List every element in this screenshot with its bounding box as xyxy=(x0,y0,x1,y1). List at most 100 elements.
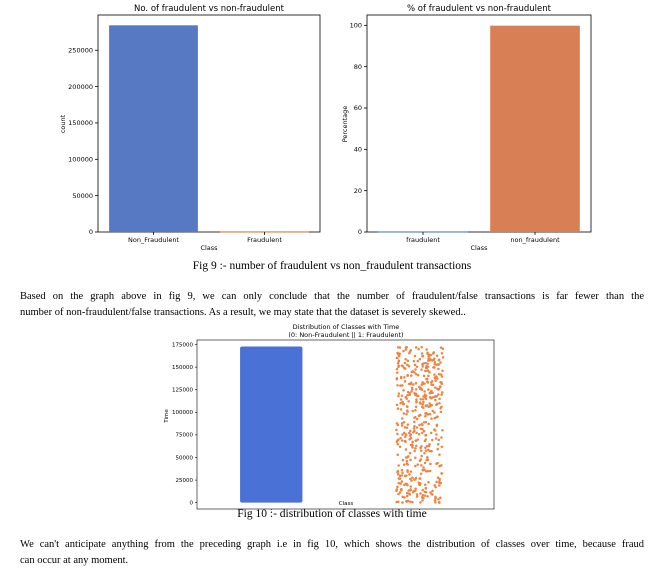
chart3-point-fraudulent xyxy=(429,431,433,435)
chart3-point-fraudulent xyxy=(409,433,413,436)
chart3-point-fraudulent xyxy=(423,468,426,472)
chart3-point-fraudulent xyxy=(404,435,407,439)
chart3-point-fraudulent xyxy=(413,354,417,358)
chart3-point-fraudulent xyxy=(422,374,426,378)
chart3-point-fraudulent xyxy=(429,391,432,395)
chart3-subtitle: (0: Non-Fraudulent || 1: Fraudulent) xyxy=(288,331,403,339)
chart3-point-fraudulent xyxy=(396,356,399,360)
chart3-point-fraudulent xyxy=(396,346,400,349)
chart3-point-fraudulent xyxy=(423,490,427,494)
chart3-point-fraudulent xyxy=(409,374,413,377)
paragraph2-line1: We can't anticipate anything from the pr… xyxy=(20,539,644,550)
chart3-point-fraudulent xyxy=(424,449,428,452)
chart3-point-fraudulent xyxy=(436,476,440,479)
chart3-point-fraudulent xyxy=(405,405,409,408)
chart3-ytick-label: 50000 xyxy=(176,455,194,461)
chart3-point-fraudulent xyxy=(426,351,429,354)
chart3-point-fraudulent xyxy=(413,449,416,453)
chart3-points xyxy=(240,345,445,504)
chart3-point-fraudulent xyxy=(407,454,410,458)
chart3-point-fraudulent xyxy=(434,398,437,402)
chart3-point-fraudulent xyxy=(437,387,441,391)
chart3-point-fraudulent xyxy=(431,383,435,387)
chart3-point-fraudulent xyxy=(399,436,402,440)
chart3-point-fraudulent xyxy=(431,409,434,413)
chart3-point-fraudulent xyxy=(418,401,422,404)
chart3-point-fraudulent xyxy=(415,495,419,498)
chart3-point-fraudulent xyxy=(396,384,399,387)
paragraph-fig10-conclusion: We can't anticipate anything from the pr… xyxy=(20,537,644,569)
chart3-point-fraudulent xyxy=(400,424,404,427)
chart3-point-fraudulent xyxy=(409,485,413,488)
chart3-point-fraudulent xyxy=(411,490,415,494)
chart3-yaxis-ticks: 0 25000 50000 75000 100000 125000 150000 175000 xyxy=(172,342,197,506)
chart3-point-fraudulent xyxy=(440,464,443,467)
chart3-point-fraudulent xyxy=(427,444,431,448)
chart3-ylabel: Time xyxy=(164,409,170,424)
chart3-point-fraudulent xyxy=(397,492,400,496)
chart3-point-fraudulent xyxy=(424,369,427,373)
chart2-ytick-label: 80 xyxy=(354,63,362,71)
chart3-point-fraudulent xyxy=(420,368,423,371)
chart3-point-fraudulent xyxy=(414,405,418,408)
chart3-ytick-label: 75000 xyxy=(176,433,194,439)
chart3-point-fraudulent xyxy=(417,414,421,418)
chart3-point-fraudulent xyxy=(435,415,438,419)
chart3-point-fraudulent xyxy=(439,346,443,349)
chart3-point-fraudulent xyxy=(412,359,416,363)
chart3-point-fraudulent xyxy=(418,459,422,463)
chart1-ytick-label: 150000 xyxy=(68,119,93,127)
chart3-point-fraudulent xyxy=(421,403,425,406)
chart3-point-fraudulent xyxy=(422,400,425,404)
chart2-ytick-label: 100 xyxy=(350,22,362,30)
chart3-point-fraudulent xyxy=(415,417,419,421)
chart3-ytick-label: 0 xyxy=(190,500,194,506)
chart3-point-fraudulent xyxy=(423,494,427,497)
chart3-point-fraudulent xyxy=(396,352,400,356)
chart-class-time-distribution: Distribution of Classes with Time (0: No… xyxy=(164,323,495,510)
chart3-point-fraudulent xyxy=(411,387,414,391)
chart3-point-fraudulent xyxy=(400,439,404,442)
chart3-point-fraudulent xyxy=(434,437,438,440)
chart3-point-fraudulent xyxy=(422,406,425,410)
chart3-point-fraudulent xyxy=(434,485,437,489)
chart3-point-fraudulent xyxy=(440,405,443,409)
chart3-point-fraudulent xyxy=(408,431,411,435)
chart3-point-fraudulent xyxy=(406,394,409,397)
chart3-point-fraudulent xyxy=(401,471,404,474)
chart2-ytick-label: 40 xyxy=(354,146,362,154)
chart3-point-fraudulent xyxy=(427,388,430,391)
chart3-point-fraudulent xyxy=(430,492,433,496)
chart3-point-fraudulent xyxy=(435,480,438,484)
chart3-point-fraudulent xyxy=(396,485,399,489)
chart3-point-fraudulent xyxy=(427,481,430,484)
chart3-point-fraudulent xyxy=(439,496,442,500)
chart3-point-fraudulent xyxy=(399,488,403,492)
chart3-point-fraudulent xyxy=(401,433,404,436)
chart3-point-fraudulent xyxy=(421,469,424,472)
chart3-point-fraudulent xyxy=(435,395,438,398)
chart3-point-fraudulent xyxy=(440,393,443,396)
chart3-point-fraudulent xyxy=(427,374,430,378)
chart3-point-fraudulent xyxy=(420,464,423,467)
chart3-point-fraudulent xyxy=(438,484,441,487)
chart3-point-fraudulent xyxy=(441,428,444,432)
chart3-point-fraudulent xyxy=(414,444,418,448)
chart3-point-fraudulent xyxy=(400,480,404,483)
chart3-point-fraudulent xyxy=(421,488,425,492)
chart3-point-fraudulent xyxy=(395,422,399,425)
chart3-point-fraudulent xyxy=(426,380,429,384)
chart3-point-fraudulent xyxy=(411,440,414,444)
chart3-point-fraudulent xyxy=(399,408,403,411)
chart3-point-fraudulent xyxy=(402,463,406,466)
chart3-point-fraudulent xyxy=(403,380,407,383)
chart1-frame xyxy=(97,14,321,233)
chart2-frame xyxy=(366,14,592,233)
top-charts: No. of fraudulent vs non-fraudulent 0 500… xyxy=(59,4,592,252)
chart3-point-fraudulent xyxy=(425,470,428,473)
paragraph1-line2: number of non-fraudulent/false transacti… xyxy=(20,307,466,318)
chart3-point-fraudulent xyxy=(428,404,432,408)
chart3-point-fraudulent xyxy=(421,381,424,384)
chart3-point-fraudulent xyxy=(414,478,417,481)
chart3-point-fraudulent xyxy=(429,462,432,466)
